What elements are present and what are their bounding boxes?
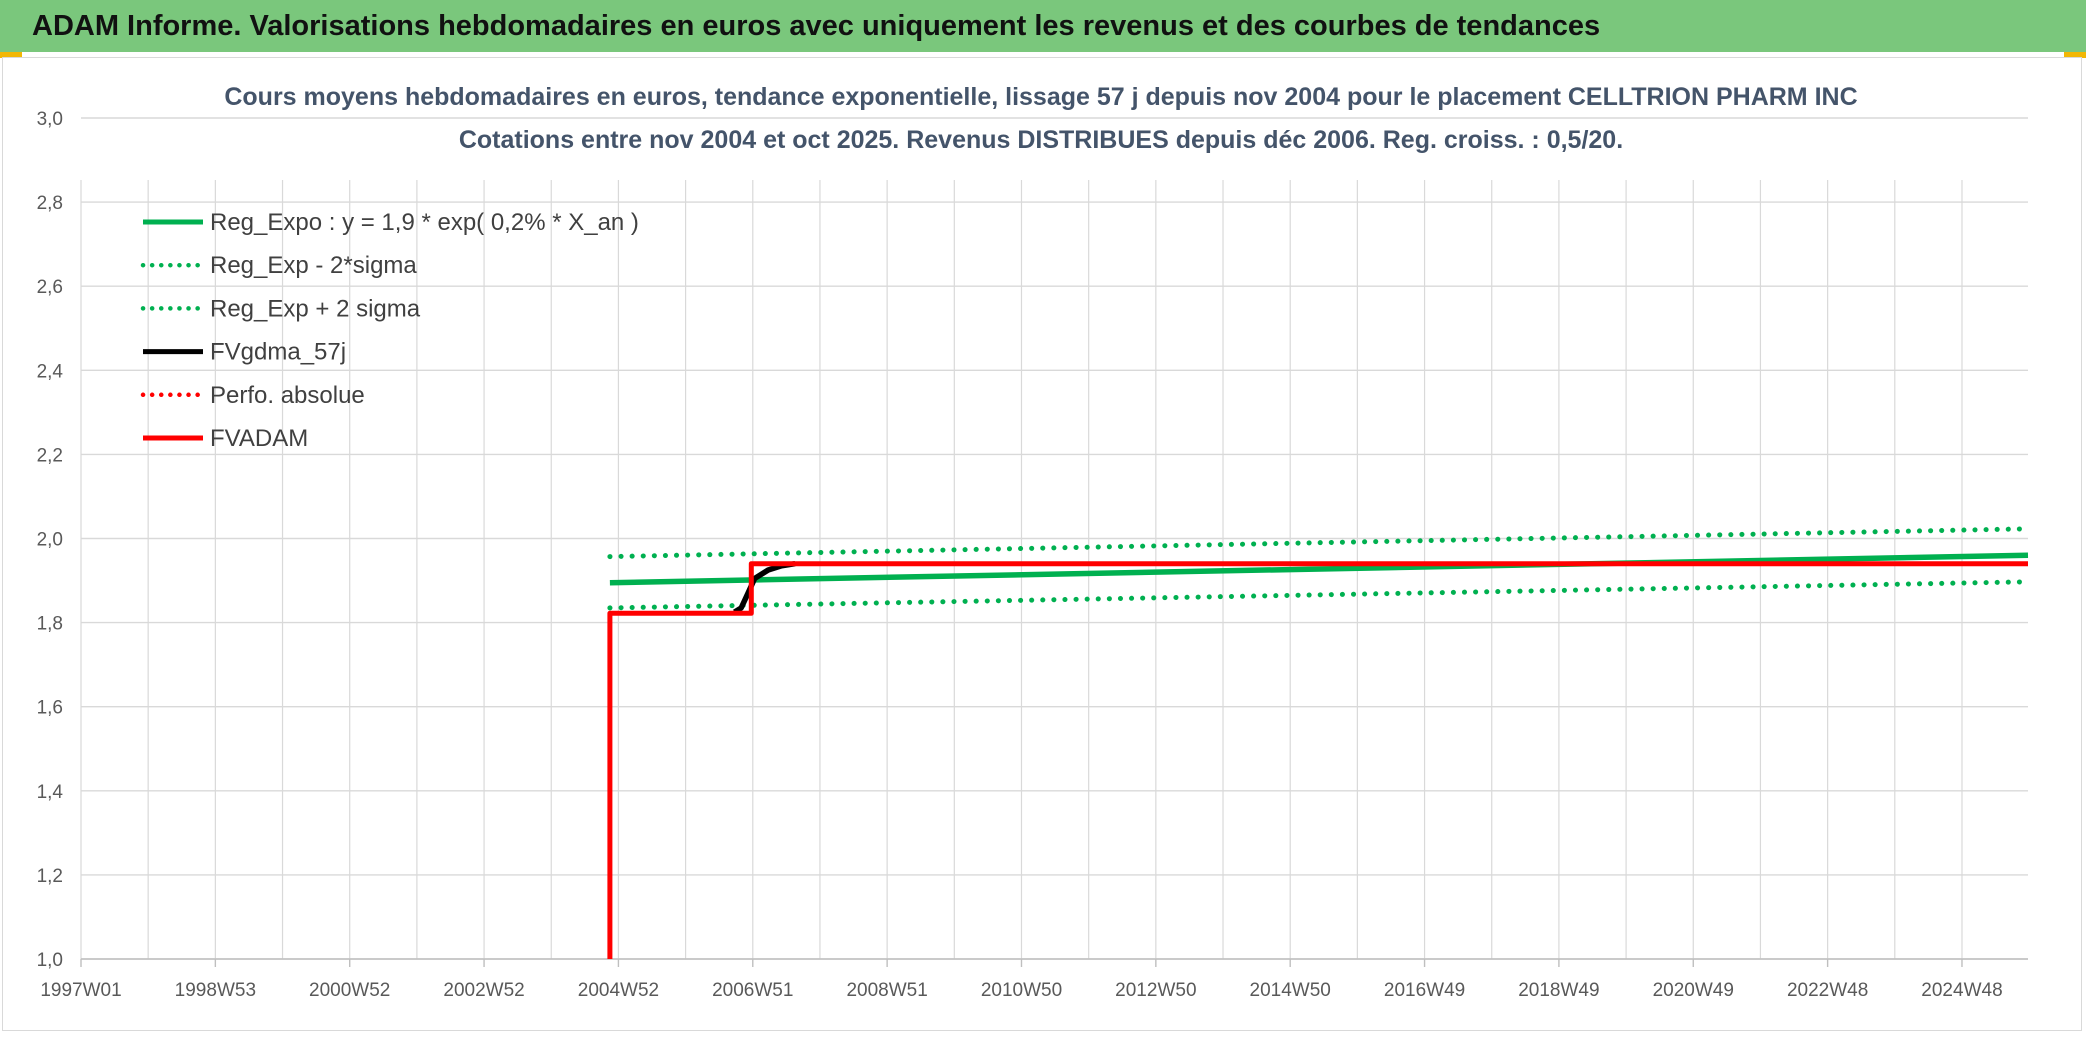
series-line <box>607 579 2031 611</box>
y-tick-label: 2,4 <box>37 361 64 382</box>
y-tick-label: 1,0 <box>37 950 63 971</box>
x-tick-label: 2010W50 <box>981 980 1062 1001</box>
y-tick-label: 1,8 <box>37 614 63 635</box>
y-tick-label: 2,0 <box>37 530 63 551</box>
x-tick-label: 2002W52 <box>443 980 524 1001</box>
x-tick-label: 2006W51 <box>712 980 793 1001</box>
x-tick-label: 2008W51 <box>846 980 927 1001</box>
y-axis-ticks: 1,0 1,2 1,4 1,6 1,8 2,0 2,2 2,4 2,6 2,8 3,0 <box>37 109 64 971</box>
x-tick-label: 2012W50 <box>1115 980 1196 1001</box>
y-tick-label: 1,6 <box>37 698 63 719</box>
x-tick-label: 2000W52 <box>309 980 390 1001</box>
x-tick-label: 2014W50 <box>1250 980 1331 1001</box>
x-tick-label: 2018W49 <box>1518 980 1599 1001</box>
y-tick-label: 2,8 <box>37 193 63 214</box>
corner-accent-right <box>2064 52 2086 58</box>
y-tick-label: 2,6 <box>37 277 63 298</box>
x-tick-label: 2020W49 <box>1653 980 1734 1001</box>
x-tick-label: 1997W01 <box>40 980 121 1001</box>
report-title-banner: ADAM Informe. Valorisations hebdomadaire… <box>0 0 2086 52</box>
series-line <box>607 526 2031 560</box>
x-tick-label: 2022W48 <box>1787 980 1868 1001</box>
legend-label: Reg_Expo : y = 1,9 * exp( 0,2% * X_an ) <box>210 209 639 236</box>
chart-title-line2: Cotations entre nov 2004 et oct 2025. Re… <box>459 126 1623 154</box>
series-lines <box>607 526 2031 959</box>
y-tick-label: 1,2 <box>37 866 63 887</box>
legend: Reg_Expo : y = 1,9 * exp( 0,2% * X_an ) R… <box>140 209 639 452</box>
x-tick-label: 2016W49 <box>1384 980 1465 1001</box>
legend-label: Reg_Exp - 2*sigma <box>210 252 417 279</box>
y-tick-label: 2,2 <box>37 445 63 466</box>
x-axis-ticks: 1997W01 1998W53 2000W52 2002W52 2004W52 2006W… <box>40 959 2003 1001</box>
chart-title-line1: Cours moyens hebdomadaires en euros, ten… <box>224 83 1857 111</box>
series-line <box>609 552 2029 586</box>
x-tick-label: 1998W53 <box>175 980 256 1001</box>
y-tick-label: 1,4 <box>37 782 64 803</box>
report-title: ADAM Informe. Valorisations hebdomadaire… <box>32 10 1601 42</box>
chart-svg: Cours moyens hebdomadaires en euros, ten… <box>37 83 2031 1001</box>
legend-label: FVgdma_57j <box>210 339 346 366</box>
y-tick-label: 3,0 <box>37 109 63 130</box>
series-line <box>607 561 2028 959</box>
grid <box>80 117 2028 960</box>
chart-frame: Cours moyens hebdomadaires en euros, ten… <box>2 57 2082 1031</box>
x-tick-label: 2004W52 <box>578 980 659 1001</box>
x-tick-label: 2024W48 <box>1921 980 2002 1001</box>
legend-label: Reg_Exp + 2 sigma <box>210 295 421 322</box>
legend-label: Perfo. absolue <box>210 382 365 409</box>
corner-accent-left <box>0 52 22 58</box>
legend-label: FVADAM <box>210 425 308 452</box>
